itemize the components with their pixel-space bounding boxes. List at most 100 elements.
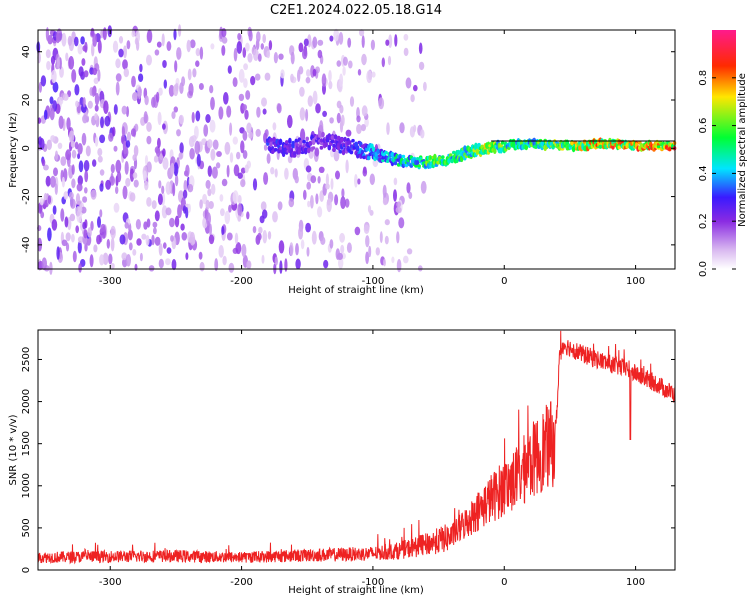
- noise-blob: [40, 211, 45, 219]
- noise-blob: [329, 117, 334, 124]
- noise-blob: [146, 197, 152, 207]
- noise-blob: [102, 252, 109, 265]
- noise-blob: [158, 180, 162, 189]
- noise-blob: [305, 76, 311, 84]
- noise-blob: [146, 135, 152, 145]
- noise-blob: [165, 181, 172, 195]
- noise-blob: [210, 96, 215, 111]
- ridge-cell: [351, 138, 355, 143]
- noise-blob: [144, 95, 149, 106]
- noise-blob: [83, 229, 88, 239]
- noise-blob: [104, 115, 111, 127]
- noise-blob: [361, 53, 367, 66]
- noise-blob: [319, 190, 325, 203]
- noise-blob: [77, 236, 84, 244]
- noise-blob: [146, 54, 152, 66]
- noise-blob: [113, 202, 120, 213]
- noise-blob: [192, 68, 197, 78]
- noise-blob: [379, 231, 383, 244]
- noise-blob: [158, 87, 163, 96]
- noise-blob: [347, 37, 352, 48]
- noise-blob: [290, 51, 295, 65]
- noise-blob: [262, 230, 268, 244]
- colorbar-tick-label: 0.4: [698, 165, 709, 181]
- noise-blob: [399, 122, 405, 134]
- noise-blob: [396, 259, 402, 273]
- noise-blob: [166, 41, 172, 52]
- ridge-cell: [285, 140, 289, 144]
- noise-blob: [52, 205, 57, 215]
- noise-blob: [234, 232, 239, 245]
- noise-blob: [132, 92, 138, 102]
- noise-blob: [70, 198, 76, 209]
- noise-blob: [71, 164, 75, 175]
- noise-blob: [207, 188, 212, 197]
- noise-blob: [385, 39, 390, 46]
- noise-blob: [356, 115, 361, 123]
- noise-blob: [156, 147, 160, 158]
- ridge-cell: [474, 142, 478, 149]
- noise-blob: [387, 55, 392, 66]
- noise-blob: [141, 233, 147, 240]
- ridge-cell: [570, 140, 574, 146]
- noise-blob: [102, 27, 107, 41]
- noise-blob: [222, 255, 227, 266]
- noise-blob: [60, 156, 67, 167]
- noise-blob: [118, 36, 124, 44]
- noise-blob: [84, 187, 88, 194]
- noise-blob: [68, 130, 75, 143]
- noise-blob: [185, 252, 189, 260]
- noise-blob: [81, 132, 87, 146]
- noise-blob: [155, 91, 160, 103]
- noise-blob: [132, 154, 137, 162]
- noise-blob: [187, 203, 191, 213]
- spectrogram-x-label: Height of straight line (km): [288, 285, 424, 296]
- noise-blob: [176, 129, 181, 137]
- noise-blob: [365, 235, 370, 248]
- noise-blob: [410, 94, 415, 103]
- noise-blob: [356, 123, 362, 135]
- noise-blob: [262, 33, 267, 44]
- noise-blob: [199, 261, 205, 272]
- noise-blob: [196, 153, 201, 167]
- noise-blob: [276, 103, 282, 114]
- noise-blob: [178, 152, 183, 160]
- noise-blob: [71, 149, 77, 159]
- heatmap-cells: [36, 24, 677, 275]
- noise-blob: [85, 145, 91, 157]
- ridge-cell: [297, 148, 302, 155]
- ridge-cell: [292, 151, 297, 155]
- noise-blob: [362, 168, 368, 177]
- noise-blob: [242, 104, 248, 111]
- noise-blob: [91, 86, 96, 98]
- noise-blob: [242, 47, 247, 58]
- noise-blob: [198, 83, 204, 90]
- noise-blob: [256, 106, 261, 118]
- noise-blob: [264, 72, 271, 81]
- noise-blob: [45, 175, 51, 187]
- y-tick-label: -40: [21, 237, 32, 253]
- noise-blob: [338, 32, 344, 45]
- noise-blob: [92, 67, 98, 76]
- noise-blob: [87, 227, 92, 238]
- noise-blob: [420, 180, 427, 194]
- ridge-cell: [311, 146, 316, 150]
- noise-blob: [43, 109, 48, 121]
- noise-blob: [78, 160, 84, 173]
- noise-blob: [93, 244, 98, 253]
- noise-blob: [45, 27, 50, 41]
- noise-blob: [237, 215, 241, 222]
- noise-blob: [360, 124, 366, 132]
- noise-blob: [39, 198, 44, 206]
- noise-blob: [237, 203, 242, 217]
- x-tick-label: -200: [230, 577, 253, 588]
- noise-blob: [241, 243, 247, 258]
- noise-blob: [322, 110, 327, 117]
- noise-blob: [157, 193, 163, 206]
- noise-blob: [51, 219, 58, 231]
- spectrogram-y-label: Frequency (Hz): [8, 112, 19, 188]
- noise-blob: [54, 183, 58, 195]
- noise-blob: [321, 73, 327, 87]
- noise-blob: [151, 96, 156, 108]
- noise-blob: [423, 81, 427, 92]
